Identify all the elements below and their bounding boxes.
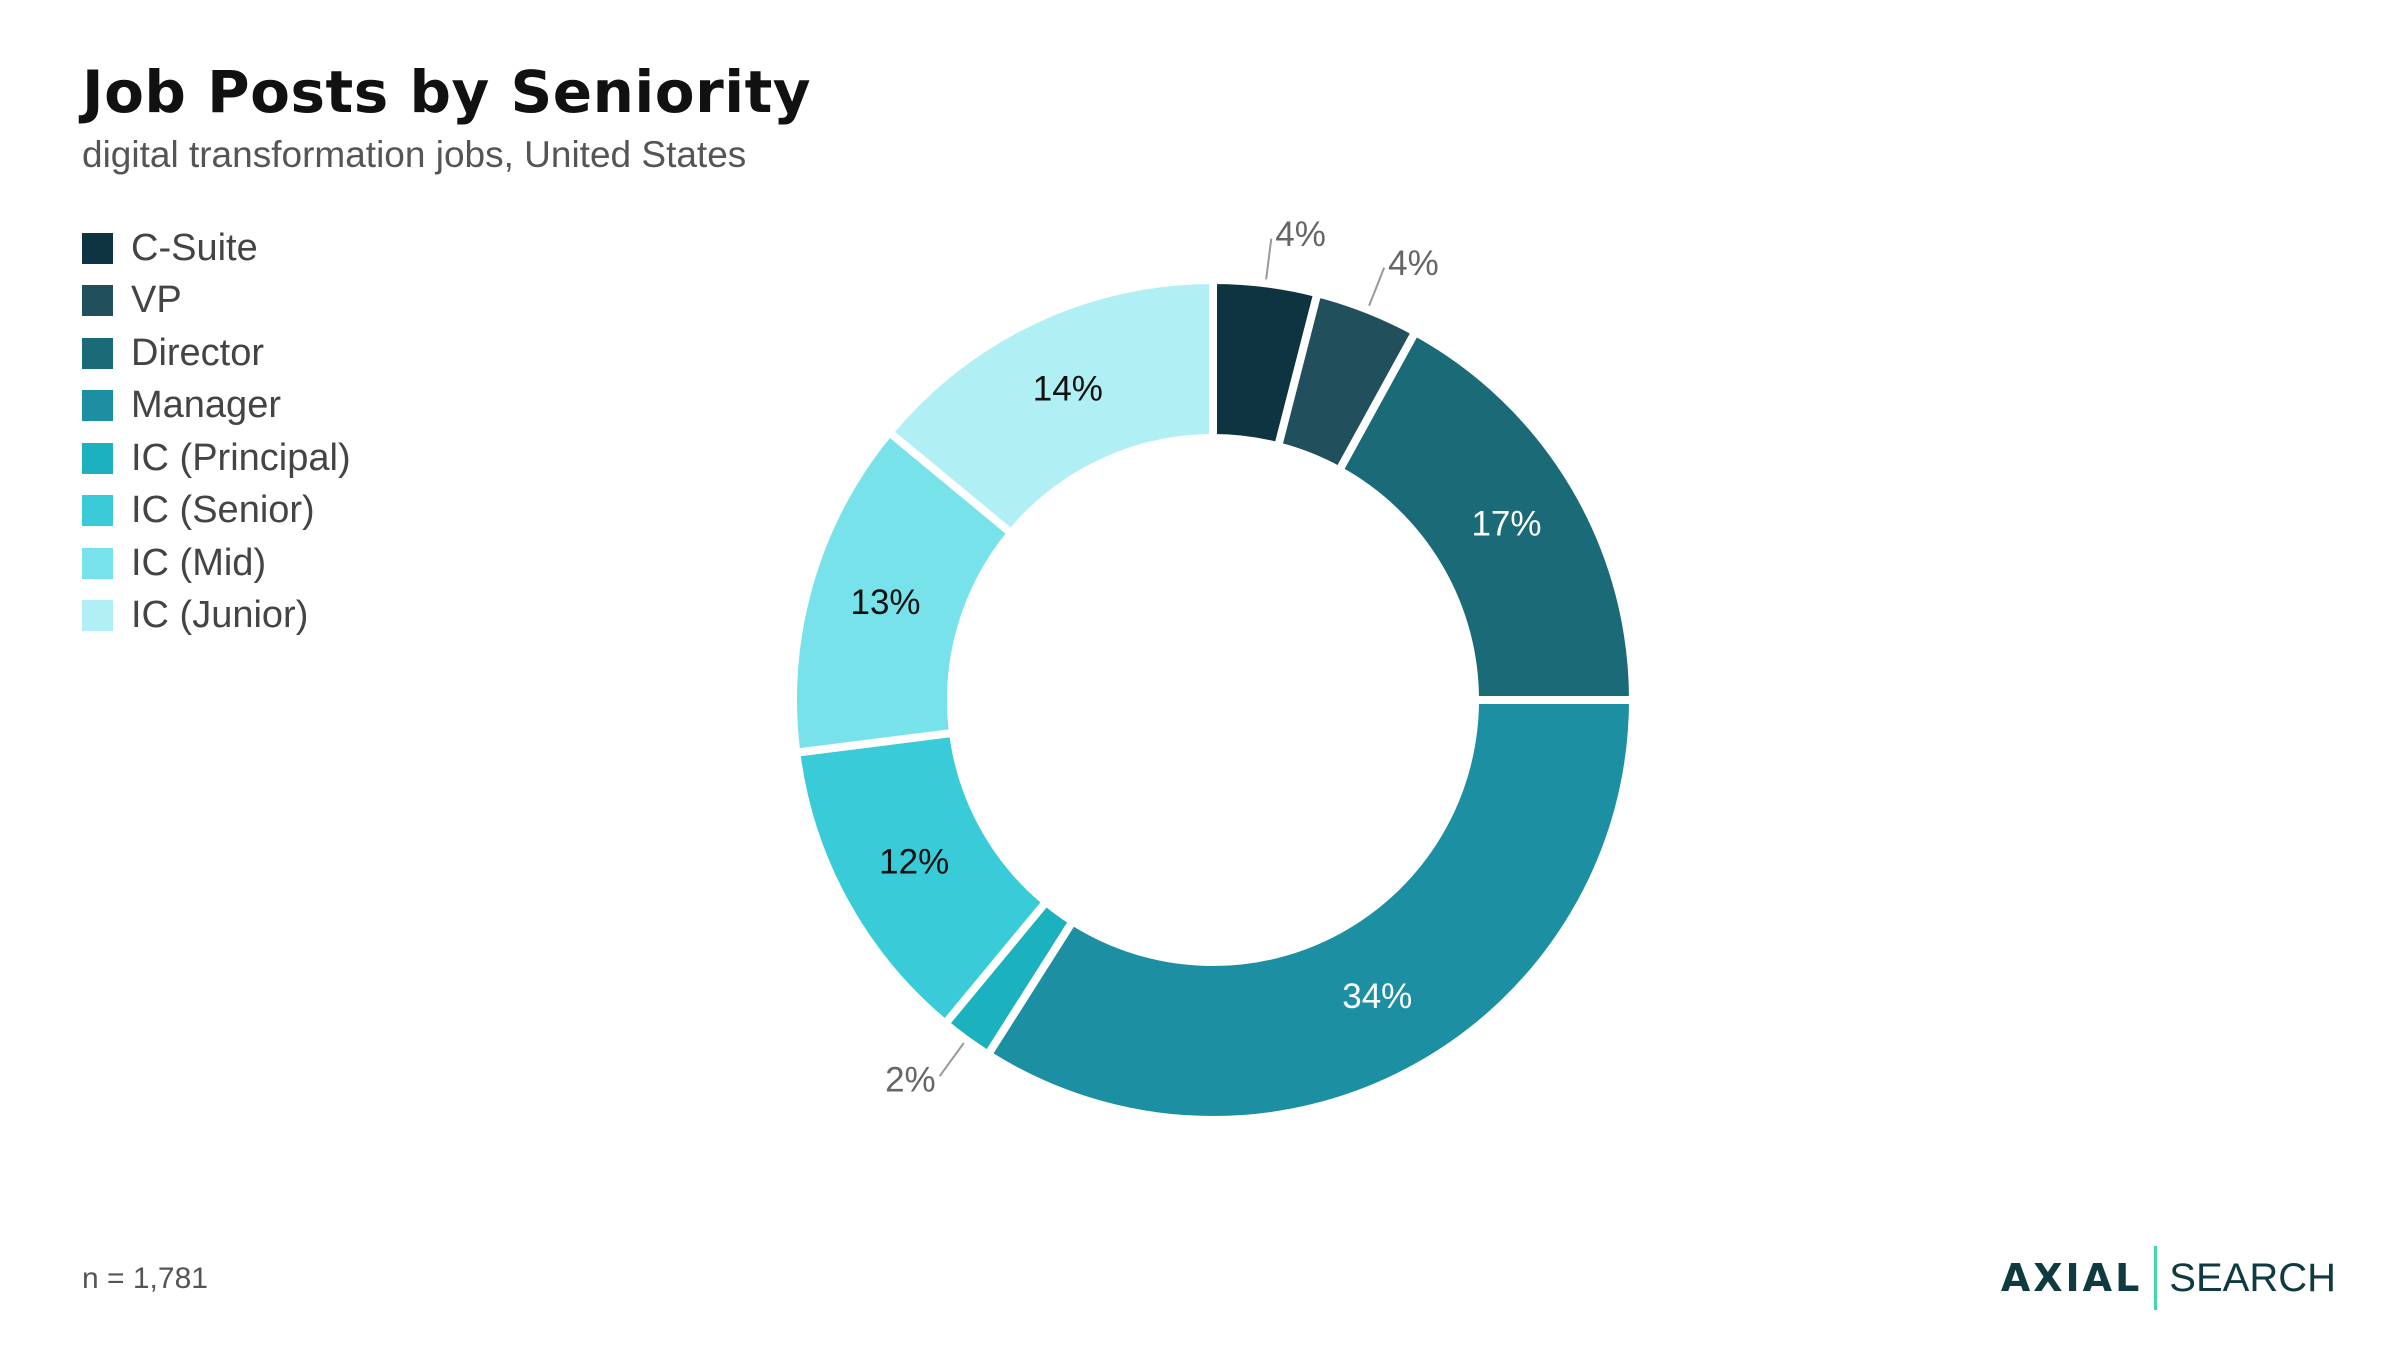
legend-item-ic-senior: IC (Senior) (82, 485, 351, 538)
slice-director (1333, 326, 1638, 704)
brand-logo: AXIAL SEARCH (2001, 1246, 2336, 1310)
legend-item-director: Director (82, 327, 351, 380)
legend-swatch (82, 442, 113, 474)
slice-label-ic-mid: 13% (851, 583, 921, 622)
slice-ic-mid (789, 426, 1017, 758)
legend-item-c-suite: C-Suite (82, 222, 351, 275)
legend-item-vp: VP (82, 275, 351, 328)
slice-label-c-suite: 4% (1275, 215, 1326, 254)
legend-swatch (82, 232, 113, 264)
leader-line-ic-principal (938, 1042, 965, 1077)
legend-item-manager: Manager (82, 380, 351, 433)
slice-label-ic-junior: 14% (1033, 370, 1103, 409)
leader-line-vp (1368, 267, 1386, 307)
legend-label: IC (Junior) (131, 594, 309, 637)
legend-swatch (82, 337, 113, 369)
slice-label-ic-senior: 12% (879, 843, 949, 882)
legend-swatch (82, 285, 113, 317)
legend-label: IC (Mid) (131, 541, 267, 584)
legend-swatch (82, 600, 113, 632)
slice-ic-junior (883, 275, 1217, 539)
slice-label-ic-principal: 2% (885, 1060, 936, 1099)
legend: C-Suite VP Director Manager IC (Principal) IC… (82, 222, 351, 642)
legend-swatch (82, 495, 113, 527)
legend-swatch (82, 547, 113, 579)
sample-size-note: n = 1,781 (82, 1262, 208, 1295)
leader-line-c-suite (1265, 238, 1273, 280)
legend-label: IC (Principal) (131, 436, 351, 479)
brand-logo-axial: AXIAL (2000, 1256, 2143, 1300)
slice-label-vp: 4% (1388, 244, 1439, 283)
chart-subtitle: digital transformation jobs, United Stat… (82, 134, 747, 175)
slice-manager (982, 696, 1638, 1125)
legend-item-ic-mid: IC (Mid) (82, 537, 351, 590)
legend-label: Director (131, 331, 265, 374)
brand-logo-search: SEARCH (2169, 1255, 2336, 1300)
brand-logo-divider (2154, 1246, 2158, 1310)
slice-label-director: 17% (1471, 505, 1541, 544)
legend-label: IC (Senior) (131, 489, 315, 532)
slice-label-manager: 34% (1342, 977, 1412, 1016)
chart-title: Job Posts by Seniority (82, 58, 812, 126)
legend-item-ic-principal: IC (Principal) (82, 432, 351, 485)
legend-label: VP (131, 279, 182, 322)
legend-label: C-Suite (131, 226, 258, 269)
legend-item-ic-junior: IC (Junior) (82, 590, 351, 643)
legend-swatch (82, 390, 113, 422)
legend-label: Manager (131, 384, 281, 427)
